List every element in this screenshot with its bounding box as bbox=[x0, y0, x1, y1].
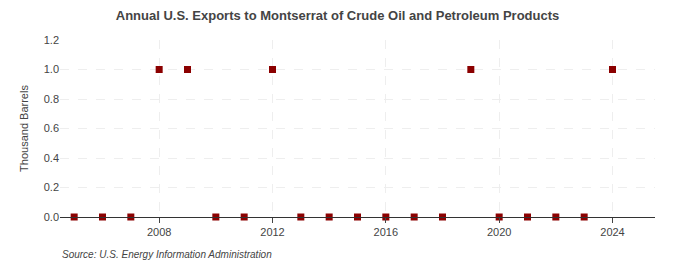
svg-text:Source: U.S. Energy Informatio: Source: U.S. Energy Information Administ… bbox=[62, 249, 272, 260]
svg-text:Annual U.S. Exports to Montser: Annual U.S. Exports to Montserrat of Cru… bbox=[116, 8, 560, 23]
svg-text:0.4: 0.4 bbox=[44, 152, 59, 164]
svg-text:0.0: 0.0 bbox=[44, 211, 59, 223]
svg-text:1.0: 1.0 bbox=[44, 63, 59, 75]
svg-text:Thousand Barrels: Thousand Barrels bbox=[18, 85, 30, 172]
svg-text:2008: 2008 bbox=[147, 226, 171, 238]
svg-text:2012: 2012 bbox=[260, 226, 284, 238]
svg-text:2024: 2024 bbox=[600, 226, 624, 238]
svg-text:1.2: 1.2 bbox=[44, 34, 59, 46]
svg-text:0.8: 0.8 bbox=[44, 93, 59, 105]
svg-text:2020: 2020 bbox=[487, 226, 511, 238]
svg-text:0.6: 0.6 bbox=[44, 122, 59, 134]
svg-text:2016: 2016 bbox=[374, 226, 398, 238]
svg-text:0.2: 0.2 bbox=[44, 181, 59, 193]
